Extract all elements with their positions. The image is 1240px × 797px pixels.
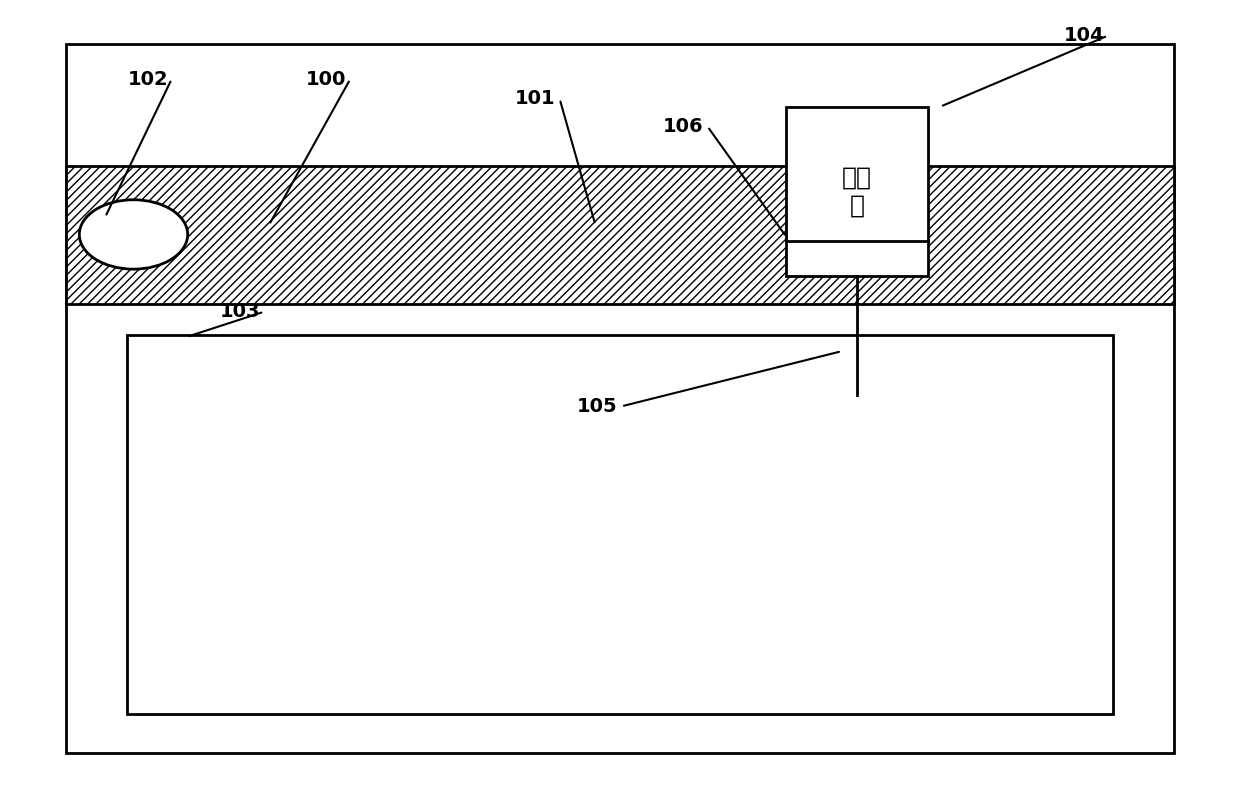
Bar [786, 107, 928, 277]
Text: 104: 104 [1064, 26, 1104, 45]
Text: 103: 103 [219, 302, 260, 321]
Text: 105: 105 [577, 397, 618, 416]
Bar [128, 336, 1112, 714]
Text: 101: 101 [516, 89, 556, 108]
Circle shape [79, 200, 187, 269]
Text: 102: 102 [128, 69, 167, 88]
Text: 100: 100 [306, 69, 346, 88]
Text: 连接
器: 连接 器 [842, 166, 872, 218]
Bar [66, 166, 1174, 304]
Text: 106: 106 [663, 117, 704, 136]
